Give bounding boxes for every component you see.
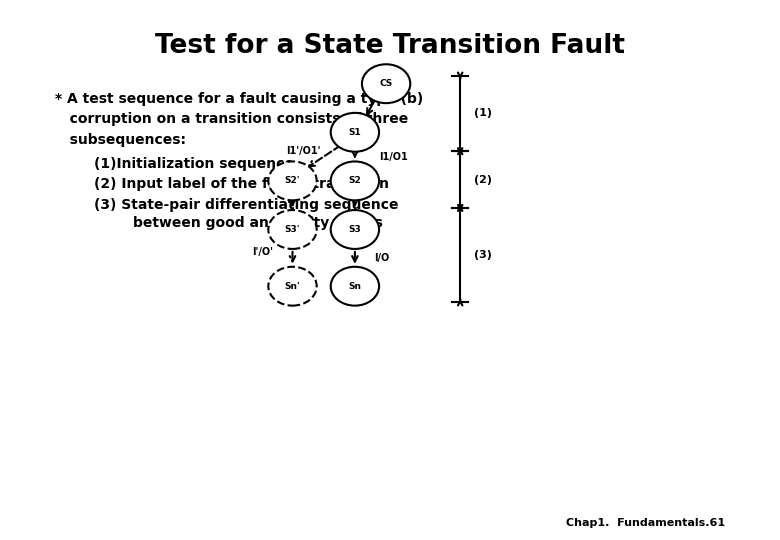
Ellipse shape [268, 267, 317, 306]
Ellipse shape [331, 113, 379, 152]
Text: * A test sequence for a fault causing a type (b)
   corruption on a transition c: * A test sequence for a fault causing a … [55, 92, 423, 147]
Text: (2) Input label of the faulty transition: (2) Input label of the faulty transition [94, 177, 388, 191]
Text: (3) State-pair differentiating sequence
        between good and faulty states: (3) State-pair differentiating sequence … [94, 198, 398, 230]
Text: S3: S3 [349, 225, 361, 234]
Text: I'/O': I'/O' [252, 247, 273, 258]
Ellipse shape [331, 267, 379, 306]
Ellipse shape [362, 64, 410, 103]
Text: S2': S2' [285, 177, 300, 185]
Text: S2: S2 [349, 177, 361, 185]
Text: Sn': Sn' [285, 282, 300, 291]
Text: CS: CS [380, 79, 392, 88]
Ellipse shape [331, 161, 379, 200]
Text: S1: S1 [349, 128, 361, 137]
Text: Test for a State Transition Fault: Test for a State Transition Fault [155, 33, 625, 59]
Ellipse shape [268, 161, 317, 200]
Text: I/O: I/O [374, 253, 389, 263]
Ellipse shape [331, 210, 379, 249]
Text: Sn: Sn [349, 282, 361, 291]
Text: S3': S3' [285, 225, 300, 234]
Text: Chap1.  Fundamentals.61: Chap1. Fundamentals.61 [566, 518, 725, 528]
Text: I1/O1: I1/O1 [379, 152, 408, 161]
Text: (3): (3) [474, 250, 492, 260]
Text: (2): (2) [474, 174, 492, 185]
Text: I1'/O1': I1'/O1' [286, 146, 321, 156]
Ellipse shape [268, 210, 317, 249]
Text: (1)Initialization sequence: (1)Initialization sequence [94, 157, 293, 171]
Text: (1): (1) [474, 109, 492, 118]
